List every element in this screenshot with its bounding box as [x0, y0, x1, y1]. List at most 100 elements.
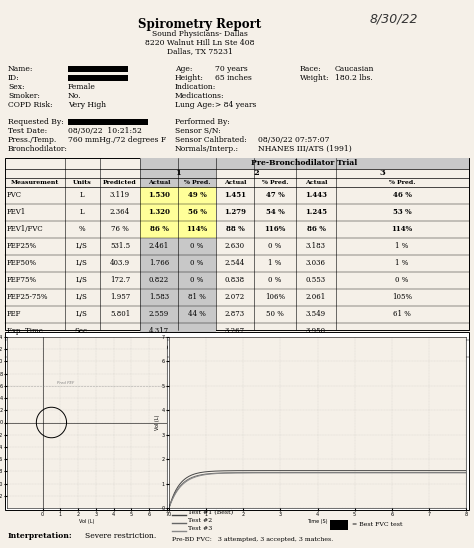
Text: 0 %: 0 %: [191, 276, 204, 284]
Text: 1.279: 1.279: [224, 208, 246, 216]
Text: 3.119: 3.119: [110, 191, 130, 199]
Text: % Pred.: % Pred.: [184, 180, 210, 185]
Text: Test #2: Test #2: [188, 518, 212, 523]
Text: 76 %: 76 %: [111, 225, 129, 233]
Text: 3.549: 3.549: [306, 310, 326, 318]
Text: 3.183: 3.183: [306, 242, 326, 250]
Text: Pre-BD FVC:   3 attempted, 3 accepted, 3 matches.: Pre-BD FVC: 3 attempted, 3 accepted, 3 m…: [172, 538, 333, 543]
Text: FEV1/FVC: FEV1/FVC: [7, 225, 44, 233]
Text: Pred PEF: Pred PEF: [57, 381, 74, 385]
Text: 0.838: 0.838: [225, 276, 245, 284]
Text: 403.9: 403.9: [110, 259, 130, 267]
Text: 5.801: 5.801: [110, 310, 130, 318]
Text: 0 %: 0 %: [191, 259, 204, 267]
Text: 4.317: 4.317: [149, 327, 169, 335]
Text: 86 %: 86 %: [150, 225, 168, 233]
Text: Name:: Name:: [8, 65, 34, 73]
Text: 3.267: 3.267: [225, 327, 245, 335]
Bar: [140, 238, 216, 255]
Text: 2.061: 2.061: [306, 293, 326, 301]
Text: 0 %: 0 %: [268, 242, 282, 250]
Bar: [140, 158, 469, 169]
Text: L: L: [80, 344, 84, 352]
Text: 65 inches: 65 inches: [215, 74, 252, 82]
Text: Performed By:: Performed By:: [175, 118, 230, 126]
Bar: [140, 204, 216, 221]
Text: 1.245: 1.245: [305, 208, 327, 216]
Y-axis label: Vol (L): Vol (L): [155, 415, 160, 430]
Text: 105%: 105%: [392, 293, 412, 301]
Bar: [5, 332, 469, 510]
Text: 61 %: 61 %: [393, 310, 411, 318]
Text: 1.443: 1.443: [305, 191, 327, 199]
Bar: [140, 323, 216, 340]
Bar: [140, 255, 216, 272]
Text: Pre-Bronchodilator Trial: Pre-Bronchodilator Trial: [251, 159, 357, 167]
Text: 0.203: 0.203: [306, 344, 326, 352]
Text: 1.766: 1.766: [149, 259, 169, 267]
Text: 531.5: 531.5: [110, 242, 130, 250]
Text: 116%: 116%: [264, 225, 286, 233]
Text: No.: No.: [68, 92, 82, 100]
Text: 0.822: 0.822: [149, 276, 169, 284]
X-axis label: Vol (L): Vol (L): [79, 518, 95, 523]
Bar: [140, 340, 216, 357]
Text: 0 %: 0 %: [395, 276, 409, 284]
Text: Age:: Age:: [175, 65, 192, 73]
Bar: [68, 66, 128, 72]
Text: 1.320: 1.320: [148, 208, 170, 216]
Text: 2.544: 2.544: [225, 259, 245, 267]
Text: Weight:: Weight:: [300, 74, 329, 82]
Text: Predicted: Predicted: [103, 180, 137, 185]
Text: Measurement: Measurement: [11, 180, 59, 185]
Text: 0 %: 0 %: [268, 276, 282, 284]
Text: 08/30/22  10:21:52: 08/30/22 10:21:52: [68, 127, 142, 135]
Text: Sensor Calibrated:: Sensor Calibrated:: [175, 136, 247, 144]
Text: Bronchodilator:: Bronchodilator:: [8, 145, 68, 153]
Text: 8/30/22: 8/30/22: [370, 12, 419, 25]
Bar: [140, 221, 216, 238]
Text: FEF75%: FEF75%: [7, 276, 37, 284]
Text: Medications:: Medications:: [175, 92, 225, 100]
Text: Spirometry Report: Spirometry Report: [138, 18, 262, 31]
Text: Actual: Actual: [305, 180, 327, 185]
Text: 86 %: 86 %: [307, 225, 326, 233]
Text: 2.559: 2.559: [149, 310, 169, 318]
Text: = Best FVC test: = Best FVC test: [352, 522, 402, 528]
X-axis label: Time (S): Time (S): [307, 518, 328, 523]
Text: 0.120: 0.120: [225, 344, 245, 352]
Text: L: L: [80, 191, 84, 199]
Text: 2.364: 2.364: [110, 208, 130, 216]
Text: 3: 3: [379, 169, 385, 177]
Text: Sec.: Sec.: [74, 327, 90, 335]
Text: 44 %: 44 %: [188, 310, 206, 318]
Text: Height:: Height:: [175, 74, 204, 82]
Bar: [140, 306, 216, 323]
Text: 180.2 lbs.: 180.2 lbs.: [335, 74, 373, 82]
Text: 114%: 114%: [392, 225, 412, 233]
Bar: [330, 520, 348, 530]
Bar: [140, 169, 216, 178]
Text: 1.583: 1.583: [149, 293, 169, 301]
Text: 760 mmHg./72 degrees F: 760 mmHg./72 degrees F: [68, 136, 166, 144]
Text: Lung Age:: Lung Age:: [175, 101, 215, 109]
Text: 8220 Walnut Hill Ln Ste 408: 8220 Walnut Hill Ln Ste 408: [145, 39, 255, 47]
Text: 54 %: 54 %: [265, 208, 284, 216]
Text: Exp. Time: Exp. Time: [7, 327, 43, 335]
Text: NHANES III/ATS (1991): NHANES III/ATS (1991): [258, 145, 352, 153]
Text: COPD Risk:: COPD Risk:: [8, 101, 53, 109]
Text: 2: 2: [253, 169, 259, 177]
Text: 1 %: 1 %: [268, 259, 282, 267]
Text: FEF50%: FEF50%: [7, 259, 37, 267]
Text: Actual: Actual: [224, 180, 246, 185]
Text: Caucasian: Caucasian: [335, 65, 374, 73]
Text: 1 %: 1 %: [395, 259, 409, 267]
Text: 1.530: 1.530: [148, 191, 170, 199]
Text: L/S: L/S: [76, 293, 88, 301]
Text: 2.873: 2.873: [225, 310, 245, 318]
Text: 0.069: 0.069: [149, 344, 169, 352]
Text: Interpretation:: Interpretation:: [8, 532, 73, 540]
Text: Requested By:: Requested By:: [8, 118, 64, 126]
Bar: [140, 289, 216, 306]
Text: 0 %: 0 %: [191, 242, 204, 250]
